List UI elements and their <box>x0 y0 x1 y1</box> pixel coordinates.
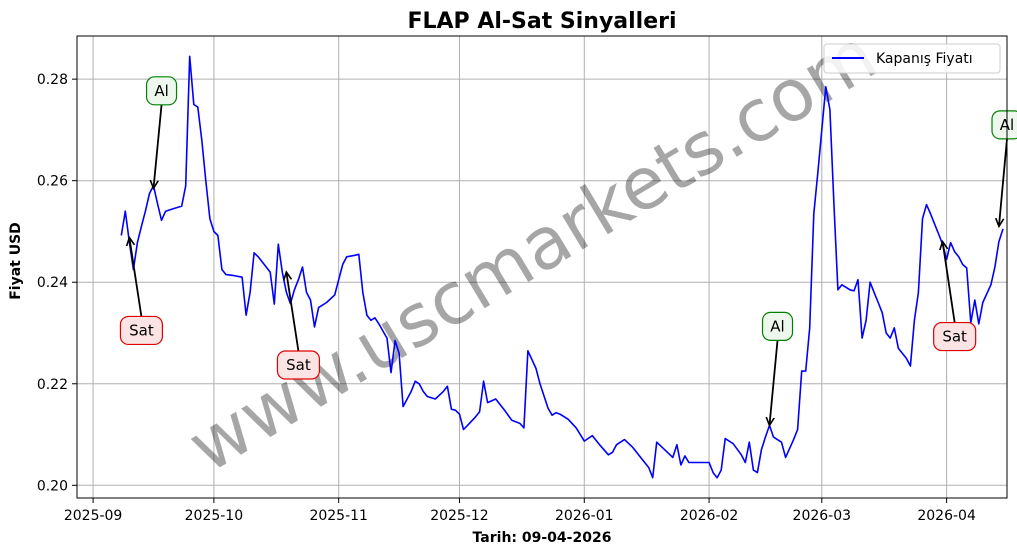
signal-box <box>119 315 164 346</box>
signal-arrow <box>769 340 779 425</box>
x-tick-label: 2025-12 <box>430 508 489 524</box>
x-axis-label: Tarih: 09-04-2026 <box>473 530 612 546</box>
x-tick-label: 2026-01 <box>555 508 614 524</box>
legend-label: Kapanış Fiyatı <box>876 51 973 67</box>
signal-label: Al <box>770 317 784 335</box>
signal-arrow <box>999 138 1008 227</box>
series-layer <box>120 55 1004 479</box>
buy-signal: Al <box>991 110 1017 227</box>
buy-signal: Al <box>145 76 178 188</box>
x-axis-ticks: 2025-09 2025-10 2025-11 2025-12 2026-01 2026-… <box>64 498 976 524</box>
series-line <box>120 55 1004 479</box>
signal-box <box>145 76 178 106</box>
signal-arrow <box>943 242 956 323</box>
x-tick-label: 2025-11 <box>309 508 368 524</box>
x-tick-label: 2025-09 <box>64 508 123 524</box>
legend: Kapanış Fiyatı <box>823 43 1001 74</box>
sell-signal: Sat <box>119 238 164 346</box>
watermark-text: www.uscmarkets.com <box>174 12 890 488</box>
y-axis-ticks: 0.20 0.22 0.24 0.26 0.28 <box>37 72 77 494</box>
signal-label: Al <box>154 82 168 100</box>
signal-arrow <box>129 238 143 317</box>
x-tick-label: 2026-04 <box>917 508 976 524</box>
y-tick-label: 0.28 <box>37 72 68 88</box>
y-tick-label: 0.22 <box>37 377 68 393</box>
y-axis-label: Fiyat USD <box>8 222 24 300</box>
x-tick-label: 2025-10 <box>185 508 244 524</box>
grid <box>77 36 1007 498</box>
y-tick-label: 0.26 <box>37 174 68 190</box>
signal-label: Sat <box>942 328 967 346</box>
signal-arrow <box>286 272 300 352</box>
x-tick-label: 2026-03 <box>793 508 852 524</box>
y-tick-label: 0.20 <box>37 478 68 494</box>
sell-signal: Sat <box>276 272 321 380</box>
signal-box <box>933 321 977 352</box>
watermark-layer: www.uscmarkets.com <box>174 12 890 488</box>
signal-box <box>761 311 794 341</box>
annotations: Al Sat Sat Al Sat Al <box>119 76 1017 426</box>
buy-signal: Al <box>761 311 794 425</box>
plot-frame <box>76 35 1008 499</box>
signal-box <box>276 350 321 380</box>
signal-label: Sat <box>129 321 154 339</box>
chart-title: FLAP Al-Sat Sinyalleri <box>407 9 676 34</box>
y-tick-label: 0.24 <box>37 275 68 291</box>
legend-box <box>823 43 1001 74</box>
x-tick-label: 2026-02 <box>680 508 739 524</box>
signal-label: Sat <box>286 356 311 374</box>
signal-arrow <box>153 104 163 188</box>
sell-signal: Sat <box>933 242 977 352</box>
